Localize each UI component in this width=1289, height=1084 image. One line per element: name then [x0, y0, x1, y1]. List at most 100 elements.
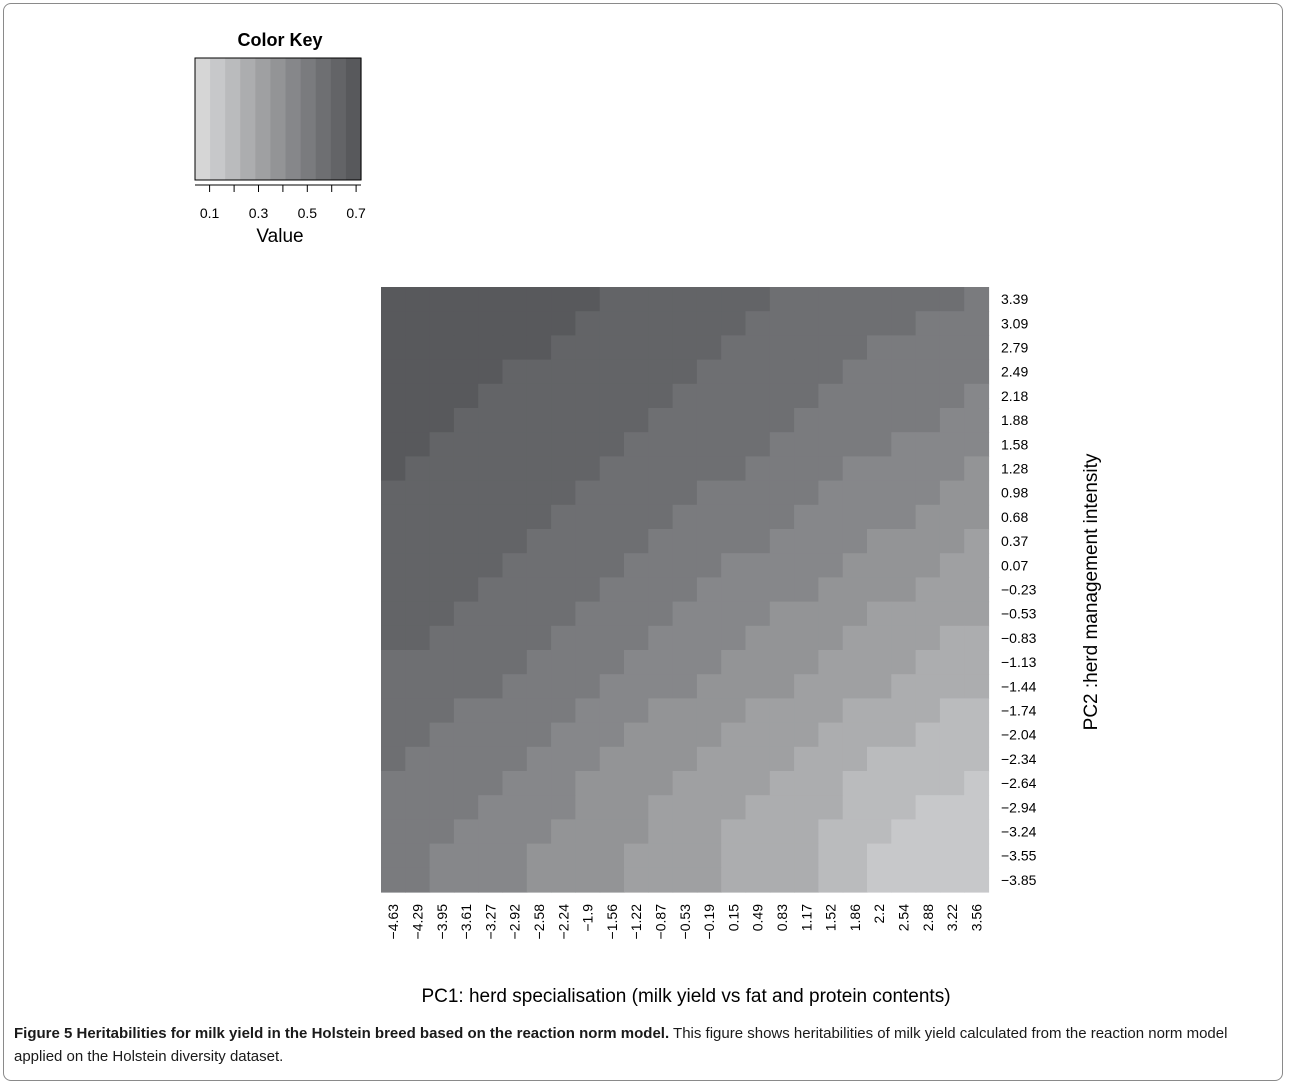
heatmap-cell	[575, 335, 601, 361]
heatmap-cell	[526, 359, 552, 385]
heatmap-cell	[502, 577, 528, 603]
heatmap-cell	[599, 674, 625, 699]
x-tick-label: −4.63	[385, 904, 401, 940]
heatmap-cell	[915, 335, 941, 361]
heatmap-cell	[381, 577, 406, 603]
heatmap-cell	[769, 795, 795, 820]
x-tick-label: −2.58	[531, 904, 547, 940]
y-axis-title: PC2 :herd management intensity	[1081, 453, 1102, 730]
heatmap-cell	[429, 432, 455, 457]
heatmap-cell	[624, 311, 649, 336]
color-key-band	[210, 58, 226, 180]
heatmap-cell	[939, 650, 965, 675]
heatmap-cell	[915, 480, 941, 506]
heatmap-cell	[769, 383, 795, 409]
heatmap-cell	[915, 504, 941, 530]
heatmap-cell	[478, 819, 504, 845]
heatmap-cell	[867, 504, 892, 530]
heatmap-cell	[867, 432, 892, 457]
heatmap-cell	[818, 577, 844, 603]
heatmap-cell	[551, 287, 576, 312]
color-key-ticks: 0.1 0.3 0.5 0.7	[200, 185, 366, 221]
heatmap-cell	[381, 771, 406, 796]
heatmap-cell	[624, 287, 649, 312]
heatmap-cell	[478, 843, 504, 869]
heatmap-cell	[672, 529, 698, 554]
heatmap-cell	[526, 722, 552, 748]
heatmap-cell	[478, 650, 504, 675]
heatmap-cell	[794, 867, 819, 893]
heatmap-cell	[842, 553, 868, 578]
heatmap-cell	[599, 553, 625, 578]
heatmap-cell	[696, 650, 722, 675]
heatmap-cell	[818, 819, 844, 845]
heatmap-cell	[721, 698, 747, 724]
heatmap-cell	[842, 674, 868, 699]
heatmap-cell	[648, 625, 674, 651]
heatmap-cell	[696, 432, 722, 457]
heatmap-cell	[381, 601, 406, 627]
heatmap-cell	[867, 698, 892, 724]
heatmap-cell	[648, 650, 674, 675]
heatmap-cell	[526, 383, 552, 409]
heatmap-cell	[575, 650, 601, 675]
heatmap-cell	[672, 311, 698, 336]
heatmap-cell	[624, 456, 649, 482]
heatmap-cell	[939, 408, 965, 433]
heatmap-cell	[867, 359, 892, 385]
heatmap-cell	[648, 674, 674, 699]
y-tick-label: −3.85	[1001, 872, 1037, 888]
heatmap-cell	[769, 311, 795, 336]
heatmap-cell	[721, 504, 747, 530]
heatmap-cell	[745, 456, 771, 482]
heatmap-cell	[429, 577, 455, 603]
x-tick-label: −3.27	[482, 904, 498, 940]
heatmap-cell	[794, 311, 819, 336]
heatmap-cell	[745, 553, 771, 578]
heatmap-cell	[648, 287, 674, 312]
heatmap-cell	[526, 456, 552, 482]
heatmap-cell	[794, 601, 819, 627]
heatmap-cell	[672, 383, 698, 409]
heatmap-cell	[842, 287, 868, 312]
heatmap-cell	[624, 722, 649, 748]
heatmap-cell	[867, 625, 892, 651]
heatmap-cell	[964, 529, 990, 554]
heatmap-cell	[915, 432, 941, 457]
heatmap-cell	[915, 867, 941, 893]
y-tick-label: −3.24	[1001, 824, 1037, 840]
heatmap-cell	[915, 819, 941, 845]
heatmap-cell	[405, 795, 431, 820]
heatmap-cell	[575, 311, 601, 336]
heatmap-cell	[794, 504, 819, 530]
heatmap-cell	[599, 650, 625, 675]
heatmap-cell	[381, 795, 406, 820]
heatmap-cell	[696, 553, 722, 578]
heatmap-cell	[842, 504, 868, 530]
color-key-band	[315, 58, 332, 180]
heatmap-cell	[575, 819, 601, 845]
heatmap-cell	[672, 746, 698, 772]
color-key-tick-label: 0.1	[200, 205, 220, 221]
heatmap-cell	[818, 504, 844, 530]
heatmap-cell	[526, 771, 552, 796]
heatmap-cell	[915, 698, 941, 724]
heatmap-cell	[526, 625, 552, 651]
heatmap-cell	[502, 625, 528, 651]
heatmap-cell	[599, 771, 625, 796]
heatmap-cell	[526, 408, 552, 433]
heatmap-cell	[818, 795, 844, 820]
heatmap-cell	[818, 746, 844, 772]
heatmap-cell	[405, 577, 431, 603]
heatmap-cell	[818, 359, 844, 385]
heatmap-cell	[575, 771, 601, 796]
heatmap-cell	[672, 843, 698, 869]
heatmap-cell	[842, 746, 868, 772]
heatmap-cell	[429, 383, 455, 409]
heatmap-cell	[502, 504, 528, 530]
heatmap-cell	[648, 311, 674, 336]
x-tick-label: 0.49	[750, 904, 766, 931]
heatmap-cell	[672, 819, 698, 845]
heatmap-cell	[429, 698, 455, 724]
heatmap-cell	[502, 311, 528, 336]
